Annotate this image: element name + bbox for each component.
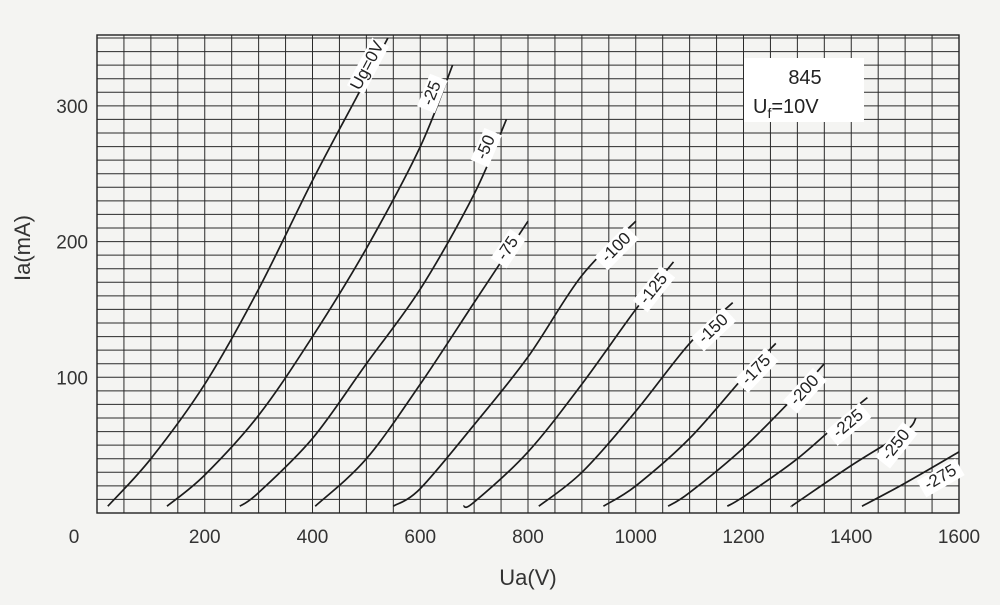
plot-frame [96,34,960,514]
x-tick-label: 1000 [615,527,657,548]
curve-label-background [632,265,676,313]
y-tick-label: 100 [56,368,88,389]
x-tick-label: 800 [512,527,544,548]
curve-label-background [594,225,639,271]
tube-info-background [744,58,864,122]
curve-series [314,220,529,507]
curve-label-background [690,307,737,352]
x-tick-label: 600 [404,527,436,548]
curve-label-group: -275 [916,458,965,498]
grid [97,35,959,513]
tube-info: 845 Uf=10V [744,58,864,122]
curve-label-background [875,421,918,469]
y-tick-label: 300 [56,97,88,118]
curve-series [861,451,960,507]
curve-series [790,417,917,508]
curve-label-background [417,73,448,114]
curve-label-group: -100 [594,225,639,271]
curve-label-group: -175 [734,347,779,393]
x-tick-label: 400 [297,527,329,548]
tick-labels: 0 200 400 600 800 1000 1200 1400 1600 100 200 300 [56,97,980,548]
filament-voltage: Uf=10V [753,96,819,121]
curve-label-group: -150 [690,307,737,352]
curve-label-background [825,402,872,446]
curve-label-background [470,127,502,168]
curve-series [462,261,675,509]
x-tick-label: 1400 [830,527,872,548]
curve-series [107,37,389,507]
curve-label-background [346,37,389,95]
curve-label-group: -225 [825,402,872,446]
x-axis-title: Ua(V) [499,565,556,590]
filament-value: =10V [771,96,819,118]
curve-label-group: -75 [490,228,526,269]
x-tick-label: 1600 [938,527,980,548]
curve-series [392,220,637,507]
curve-series [239,119,508,507]
filament-subscript: f [767,105,771,121]
x-tick-label: 1200 [722,527,764,548]
curve-label-group: Ug=0V [346,37,389,95]
curve-label-group: -200 [783,367,827,414]
curve-series [166,64,454,507]
curve-label-background [916,458,965,498]
y-tick-label: 200 [56,233,88,254]
curve-label-background [783,367,827,414]
curve-label-background [490,228,526,269]
x-tick-label: 0 [69,527,80,548]
tube-type: 845 [788,67,821,89]
x-tick-label: 200 [189,527,221,548]
curves [107,37,960,509]
y-axis-title: Ia(mA) [10,215,35,281]
curve-label-background [734,347,779,393]
filament-symbol: U [753,96,767,118]
